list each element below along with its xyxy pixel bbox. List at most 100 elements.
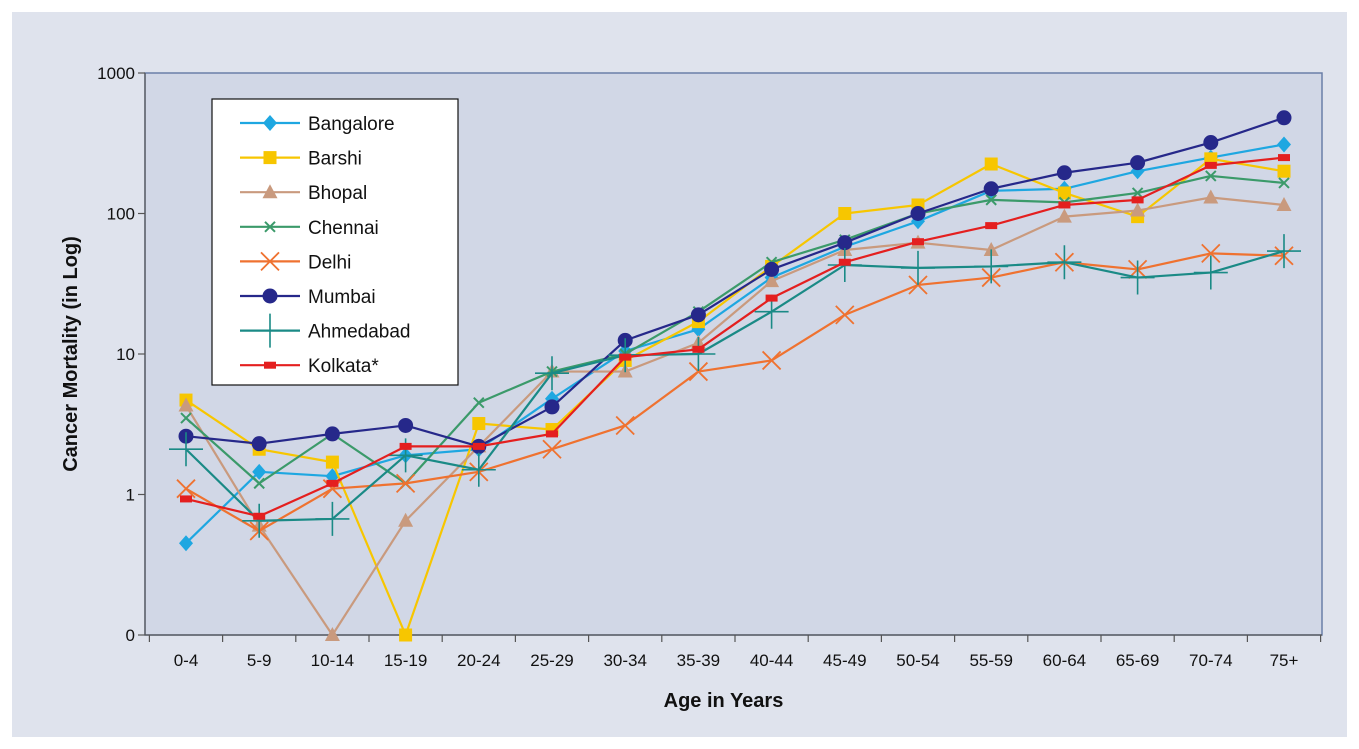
data-point-kolkata <box>1204 161 1217 169</box>
y-tick-label: 1 <box>126 486 135 505</box>
data-point-kolkata <box>765 294 778 302</box>
data-point-mumbai <box>398 417 414 433</box>
data-point-chennai <box>1278 177 1290 189</box>
data-point-kolkata <box>912 238 924 246</box>
data-point-barshi <box>472 417 486 431</box>
data-point-mumbai <box>983 181 999 197</box>
data-point-delhi <box>688 361 709 382</box>
legend-label: Bhopal <box>308 183 367 204</box>
series-line-chennai <box>185 174 1285 485</box>
legend-label: Delhi <box>308 252 351 273</box>
data-point-kolkata <box>253 512 266 520</box>
legend-swatch-marker <box>264 361 276 369</box>
x-tick-label: 20-24 <box>457 651 500 670</box>
data-point-kolkata <box>180 495 192 503</box>
data-point-chennai <box>180 412 192 424</box>
legend-box <box>211 98 459 386</box>
y-tick-label: 0 <box>126 626 135 645</box>
x-tick-label: 15-19 <box>384 651 427 670</box>
series-line-bhopal <box>185 196 1285 637</box>
x-tick-label: 60-64 <box>1043 651 1086 670</box>
data-point-delhi <box>615 415 635 436</box>
x-tick-label: 70-74 <box>1189 651 1232 670</box>
data-point-ahmedabad <box>461 452 496 487</box>
data-point-ahmedabad <box>1267 234 1301 269</box>
line-chart: 0 1 10 100 1000 0-4 5-9 10-14 15-19 20-24 25-29 30-… <box>60 64 1323 712</box>
data-point-mumbai <box>544 399 560 415</box>
data-point-ahmedabad <box>169 432 203 467</box>
legend-item-delhi: Delhi <box>240 251 351 273</box>
data-point-bhopal <box>324 627 340 641</box>
data-point-mumbai <box>1276 110 1292 126</box>
data-point-bangalore <box>252 463 267 480</box>
data-point-bhopal <box>764 273 780 288</box>
y-axis-title: Cancer Mortality (in Log) <box>60 236 82 472</box>
data-point-delhi <box>835 305 855 325</box>
legend-label: Kolkata* <box>308 356 379 377</box>
data-point-bhopal <box>1056 208 1072 223</box>
data-point-barshi <box>838 207 852 220</box>
legend-swatch-marker <box>264 221 276 233</box>
y-tick-label: 100 <box>107 205 135 224</box>
legend-label: Mumbai <box>308 287 376 308</box>
data-point-ahmedabad <box>681 337 716 371</box>
legend-swatch-marker <box>262 184 278 199</box>
chart-panel: 0 1 10 100 1000 0-4 5-9 10-14 15-19 20-24 25-29 30-… <box>12 12 1347 737</box>
x-axis-title: Age in Years <box>664 690 784 712</box>
x-tick-label: 45-49 <box>823 651 866 670</box>
x-tick-label: 50-54 <box>896 651 939 670</box>
legend-label: Bangalore <box>308 114 395 135</box>
y-tick-label: 10 <box>116 345 135 364</box>
series-mumbai <box>178 110 1292 454</box>
x-tick-label: 55-59 <box>969 651 1012 670</box>
data-point-mumbai <box>837 235 853 251</box>
data-point-delhi <box>908 275 928 295</box>
data-point-bangalore <box>1277 136 1291 153</box>
data-point-barshi <box>1277 164 1291 178</box>
data-point-chennai <box>1205 170 1217 182</box>
data-point-bhopal <box>398 512 414 527</box>
data-point-kolkata <box>838 258 851 266</box>
data-point-barshi <box>984 157 998 171</box>
legend-swatch-marker <box>260 251 280 272</box>
data-point-kolkata <box>619 353 632 361</box>
data-point-delhi <box>395 473 416 494</box>
data-point-ahmedabad <box>1193 255 1228 290</box>
data-point-ahmedabad <box>242 503 277 538</box>
data-point-chennai <box>473 397 485 409</box>
data-point-kolkata <box>399 442 412 450</box>
data-point-mumbai <box>324 426 340 442</box>
data-point-chennai <box>253 477 265 490</box>
data-point-bhopal <box>1203 189 1219 204</box>
data-point-ahmedabad <box>535 356 569 391</box>
data-point-chennai <box>1131 187 1144 199</box>
data-point-delhi <box>176 479 196 499</box>
data-point-barshi <box>399 628 413 642</box>
data-point-ahmedabad <box>1120 260 1155 295</box>
legend-item-bangalore: Bangalore <box>240 114 395 135</box>
y-tick-label: 1000 <box>97 64 135 83</box>
x-tick-label: 30-34 <box>603 651 646 670</box>
data-point-kolkata <box>1278 154 1290 162</box>
data-point-kolkata <box>1131 196 1144 204</box>
data-point-bhopal <box>983 241 999 256</box>
data-point-mumbai <box>910 206 926 221</box>
data-point-kolkata <box>472 442 485 450</box>
data-point-delhi <box>1201 243 1221 264</box>
data-point-ahmedabad <box>901 250 935 285</box>
legend-item-ahmedabad: Ahmedabad <box>240 313 410 348</box>
data-point-bhopal <box>1276 196 1292 211</box>
data-point-kolkata <box>326 479 339 487</box>
data-point-ahmedabad <box>974 249 1009 284</box>
legend-label: Ahmedabad <box>308 322 410 343</box>
series-line-barshi <box>185 157 1285 637</box>
legend-swatch-marker <box>262 288 278 304</box>
x-tick-label: 10-14 <box>311 651 354 670</box>
x-tick-label: 35-39 <box>677 651 720 670</box>
legend-swatch-marker <box>263 115 277 131</box>
x-tick-label: 25-29 <box>530 651 573 670</box>
data-point-barshi <box>1057 186 1071 200</box>
data-point-mumbai <box>764 261 780 277</box>
data-point-mumbai <box>251 436 267 452</box>
data-point-ahmedabad <box>1047 245 1082 280</box>
